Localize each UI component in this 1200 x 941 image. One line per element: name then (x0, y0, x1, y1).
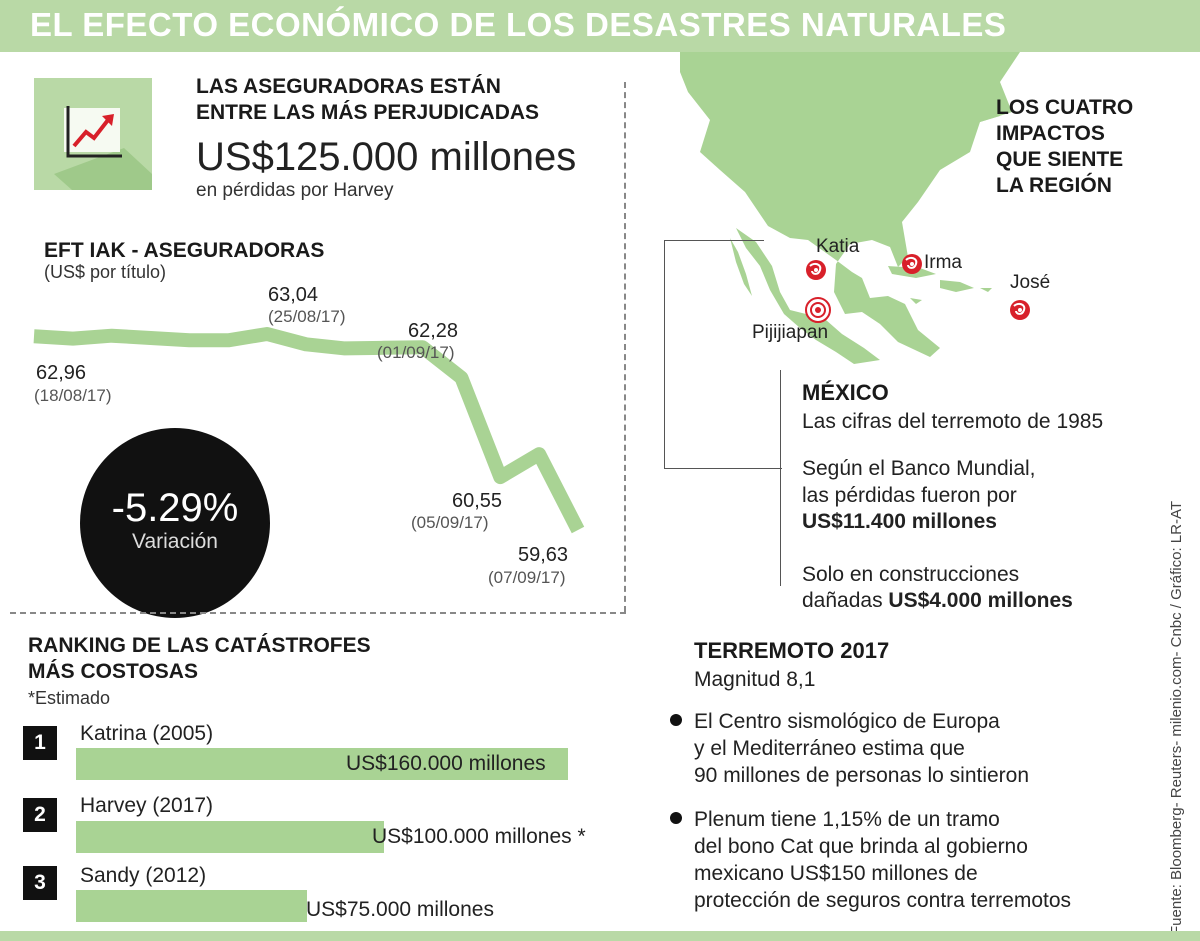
rank-value: US$75.000 millones (306, 898, 494, 921)
map-title-line4: LA REGIÓN (996, 174, 1112, 197)
label-value-2: 63,04 (268, 284, 319, 306)
rank-number: 2 (23, 798, 57, 832)
page-title: EL EFECTO ECONÓMICO DE LOS DESASTRES NAT… (30, 6, 1007, 43)
divider-vertical (624, 82, 626, 612)
quake-bullet2-line2: del bono Cat que brinda al gobierno (694, 835, 1028, 858)
bullet-dot (670, 812, 682, 824)
variation-value: -5.29% (111, 486, 239, 530)
label-date-1: (18/08/17) (34, 386, 112, 405)
connector-line (664, 240, 764, 241)
label-value-3: 62,28 (408, 320, 459, 342)
divider-horizontal (10, 612, 626, 614)
bullet-dot (670, 714, 682, 726)
label-date-5: (07/09/17) (488, 568, 566, 587)
insurers-amount-note: en pérdidas por Harvey (196, 180, 394, 201)
connector-line (664, 240, 665, 468)
mexico-title: MÉXICO (802, 380, 889, 405)
insurers-amount: US$125.000 millones (196, 135, 577, 179)
marker-label-irma: Irma (924, 252, 962, 273)
label-value-5: 59,63 (518, 544, 569, 566)
marker-label-pijijiapan: Pijijiapan (752, 322, 829, 343)
rank-name: Harvey (2017) (80, 794, 214, 817)
variation-badge: -5.29% Variación (80, 428, 270, 618)
connector-line (664, 468, 782, 469)
mexico-wb-amount: US$11.400 millones (802, 510, 997, 533)
insurers-heading-line2: ENTRE LAS MÁS PERJUDICADAS (196, 101, 540, 124)
ranking-note: *Estimado (28, 688, 111, 708)
mexico-build-prefix: dañadas (802, 589, 889, 612)
quake-bullet2-line3: mexicano US$150 millones de (694, 862, 978, 885)
map-title-line2: IMPACTOS (996, 122, 1105, 145)
label-date-2: (25/08/17) (268, 307, 346, 326)
label-date-4: (05/09/17) (411, 513, 489, 532)
rank-bar (76, 821, 384, 853)
marker-label-jose: José (1010, 272, 1051, 293)
quake-title: TERREMOTO 2017 (694, 638, 890, 663)
hurricane-jose-icon (1008, 298, 1032, 322)
chart-icon (34, 78, 152, 190)
footer-bar (0, 931, 1200, 941)
rank-bar (76, 890, 307, 922)
label-date-3: (01/09/17) (377, 343, 455, 362)
mexico-wb-line1: Según el Banco Mundial, (802, 457, 1036, 480)
earthquake-epicenter-icon (804, 296, 832, 324)
source-credit: Fuente: Bloomberg- Reuters- milenio.com-… (1168, 500, 1185, 935)
quake-bullet1-line2: y el Mediterráneo estima que (694, 737, 965, 760)
hurricane-katia-icon (804, 258, 828, 282)
mexico-wb-line2: las pérdidas fueron por (802, 484, 1017, 507)
quake-bullet1-line1: El Centro sismológico de Europa (694, 710, 1000, 733)
mexico-build-line1: Solo en construcciones (802, 563, 1020, 586)
variation-label: Variación (132, 530, 218, 553)
rank-name: Katrina (2005) (80, 722, 214, 745)
label-value-4: 60,55 (452, 490, 503, 512)
map-title-line1: LOS CUATRO (996, 96, 1134, 119)
americas-map (680, 52, 1020, 364)
etf-title: EFT IAK - ASEGURADORAS (44, 239, 325, 262)
mexico-build-amount: US$4.000 millones (888, 589, 1073, 612)
rank-value: US$100.000 millones * (372, 825, 586, 848)
etf-unit: (US$ por título) (44, 262, 167, 282)
ranking-title-line2: MÁS COSTOSAS (28, 660, 198, 683)
rank-value: US$160.000 millones (346, 752, 546, 775)
quake-bullet2-line1: Plenum tiene 1,15% de un tramo (694, 808, 1000, 831)
rank-name: Sandy (2012) (80, 864, 207, 887)
header-bar (0, 0, 1200, 52)
label-value-1: 62,96 (36, 362, 87, 384)
etf-series-line (33, 327, 585, 534)
rank-bar (76, 748, 568, 780)
mexico-build-line2: dañadas US$4.000 millones (802, 587, 1073, 614)
rank-number: 1 (23, 726, 57, 760)
ranking-title-line1: RANKING DE LAS CATÁSTROFES (28, 634, 371, 657)
insurers-heading-line1: LAS ASEGURADORAS ESTÁN (196, 75, 501, 98)
rank-number: 3 (23, 866, 57, 900)
quake-magnitude: Magnitud 8,1 (694, 668, 816, 691)
quake-bullet1-line3: 90 millones de personas lo sintieron (694, 764, 1030, 787)
connector-line (780, 370, 781, 586)
mexico-1985: Las cifras del terremoto de 1985 (802, 410, 1104, 433)
marker-label-katia: Katia (816, 236, 860, 257)
etf-line-chart (33, 327, 585, 534)
hurricane-irma-icon (900, 252, 924, 276)
quake-bullet2-line4: protección de seguros contra terremotos (694, 889, 1072, 912)
map-title-line3: QUE SIENTE (996, 148, 1124, 171)
